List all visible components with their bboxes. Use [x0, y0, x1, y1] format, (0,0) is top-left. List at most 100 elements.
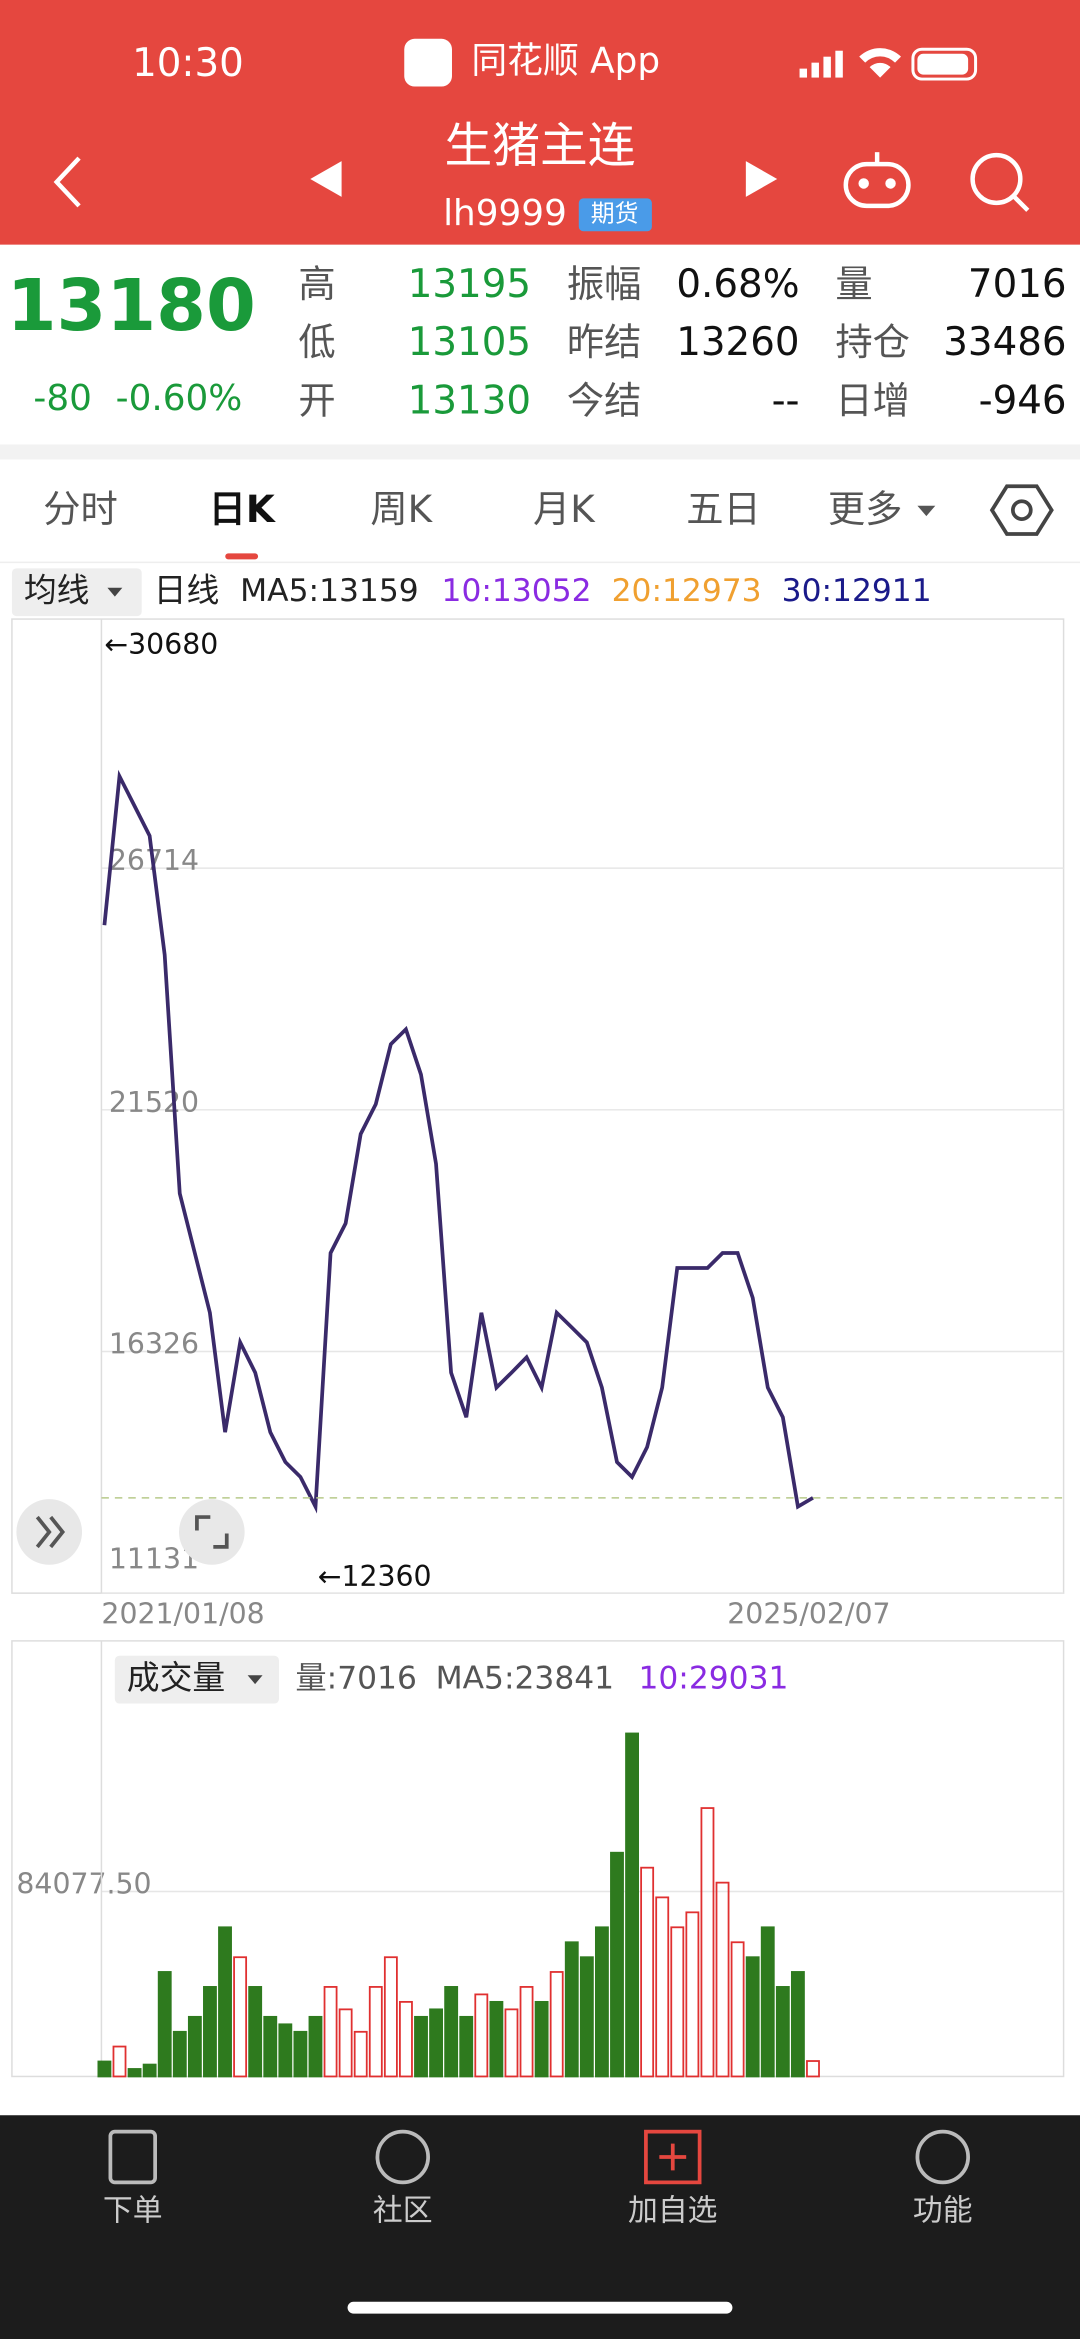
start-date: 2021/01/08 — [101, 1598, 264, 1631]
field-label: 昨结 — [567, 320, 642, 364]
volume-bar — [459, 2015, 474, 2078]
field-value: 13260 — [676, 320, 799, 365]
field-value: 7016 — [968, 262, 1067, 307]
volume-bar — [760, 1926, 775, 2078]
app-name[interactable]: 同花顺 App — [471, 41, 660, 82]
tab-underline — [225, 553, 259, 560]
volume-legend-label: 量:7016 — [295, 1661, 417, 1697]
caret — [107, 587, 123, 597]
field-value: 33486 — [943, 320, 1066, 365]
search[interactable] — [970, 152, 1030, 212]
volume-bar — [293, 2030, 308, 2078]
status-icons — [799, 47, 978, 81]
volume-bar — [278, 2023, 293, 2078]
volume-bar — [610, 1851, 624, 2078]
volume-chart: 84077.50 — [16, 1640, 1064, 2078]
volume-bar — [399, 2000, 413, 2078]
field-label: 振幅 — [567, 262, 642, 306]
field-label: 低 — [298, 320, 335, 364]
period: 日线 — [154, 572, 220, 610]
volume-bar — [248, 1986, 263, 2078]
ma-label: MA5:13159 — [240, 573, 419, 609]
price: 13180 — [7, 264, 256, 347]
home-indicator — [347, 2301, 733, 2314]
volume-bar — [172, 2030, 187, 2078]
back[interactable] — [53, 156, 81, 208]
quote-fields: 高 13195 振幅 0.68% 量 7016 低 13105 昨结 13260 持仓 33486 开 1… — [298, 262, 1066, 423]
tab[interactable]: 日K — [209, 487, 277, 531]
nav-icon — [108, 2129, 158, 2185]
nav-label[interactable]: 加自选 — [628, 2194, 717, 2229]
y-tick-label: 84077.50 — [16, 1868, 151, 1901]
volume-indicator[interactable]: 成交量 — [127, 1659, 225, 1697]
volume-bar — [549, 1971, 564, 2078]
field-label: 今结 — [567, 378, 642, 422]
volume-bar — [263, 2015, 278, 2078]
price-line — [102, 769, 814, 1514]
volume-bar — [655, 1896, 670, 2078]
expand-icon — [35, 1515, 66, 1549]
code: lh9999 — [443, 193, 567, 234]
nav-label[interactable]: 下单 — [103, 2194, 163, 2229]
prev[interactable] — [310, 161, 342, 197]
field-value: 0.68% — [676, 262, 799, 307]
field-value: 13195 — [408, 262, 531, 307]
volume-bar — [534, 2000, 549, 2078]
volume-bar — [806, 2060, 820, 2078]
volume-bar — [97, 2060, 112, 2078]
volume-bar — [730, 1941, 745, 2078]
y-tick-label: 21520 — [109, 1086, 199, 1119]
nav: 下单 社区 加自选 功能 — [103, 2129, 973, 2229]
volume-bar — [715, 1881, 730, 2078]
low-label: ←12360 — [318, 1560, 432, 1593]
title: 生猪主连 — [445, 119, 636, 174]
volume-bar — [233, 1956, 248, 2078]
nav-plus — [659, 2143, 687, 2171]
volume-bar — [670, 1926, 685, 2078]
volume-bar — [519, 1986, 534, 2078]
volume-bar — [112, 2045, 127, 2078]
indicator-btn[interactable] — [11, 568, 142, 617]
tab[interactable]: 分时 — [43, 487, 118, 531]
tabs: 分时 日K 周K 月K 五日 更多 — [43, 487, 936, 560]
field-value: 13130 — [408, 378, 531, 423]
volume-bar — [444, 1986, 459, 2078]
field-value: -946 — [979, 378, 1067, 423]
ma-label: 30:12911 — [782, 573, 932, 609]
tab[interactable]: 五日 — [686, 487, 761, 531]
nav-label[interactable]: 功能 — [913, 2194, 973, 2229]
volume-bar — [157, 1971, 172, 2078]
time: 10:30 — [132, 41, 244, 86]
volume-bar — [489, 2000, 504, 2078]
tab[interactable]: 周K — [370, 487, 433, 531]
volume-bar — [745, 1956, 760, 2078]
nav-label[interactable]: 社区 — [373, 2194, 433, 2229]
volume-bar — [218, 1926, 232, 2078]
volume-bar — [187, 2015, 202, 2078]
volume-bar — [625, 1732, 639, 2078]
volume-bar — [564, 1941, 579, 2078]
nav-icon — [375, 2129, 430, 2185]
ma-label: 20:12973 — [612, 573, 762, 609]
robot[interactable] — [843, 152, 911, 209]
field-value: -- — [772, 378, 800, 423]
y-tick-label: 16326 — [109, 1327, 199, 1360]
volume-btn[interactable] — [114, 1655, 279, 1704]
nav-icon — [644, 2129, 702, 2185]
change-pct: -0.60% — [116, 378, 243, 419]
high-label: ←30680 — [104, 628, 218, 661]
indicator[interactable]: 均线 — [24, 572, 90, 610]
volume-bar — [353, 2030, 368, 2078]
volume-bar — [368, 1986, 383, 2078]
volume-bar — [775, 1986, 790, 2078]
next[interactable] — [745, 161, 778, 197]
tab[interactable]: 月K — [533, 487, 596, 531]
fullscreen-icon — [195, 1515, 229, 1549]
volume-bar — [640, 1866, 655, 2078]
field-label: 量 — [835, 262, 872, 306]
settings[interactable] — [989, 484, 1054, 536]
fullscreen[interactable] — [179, 1499, 245, 1565]
tab[interactable]: 更多 — [828, 487, 903, 531]
change: -80 — [33, 378, 91, 419]
